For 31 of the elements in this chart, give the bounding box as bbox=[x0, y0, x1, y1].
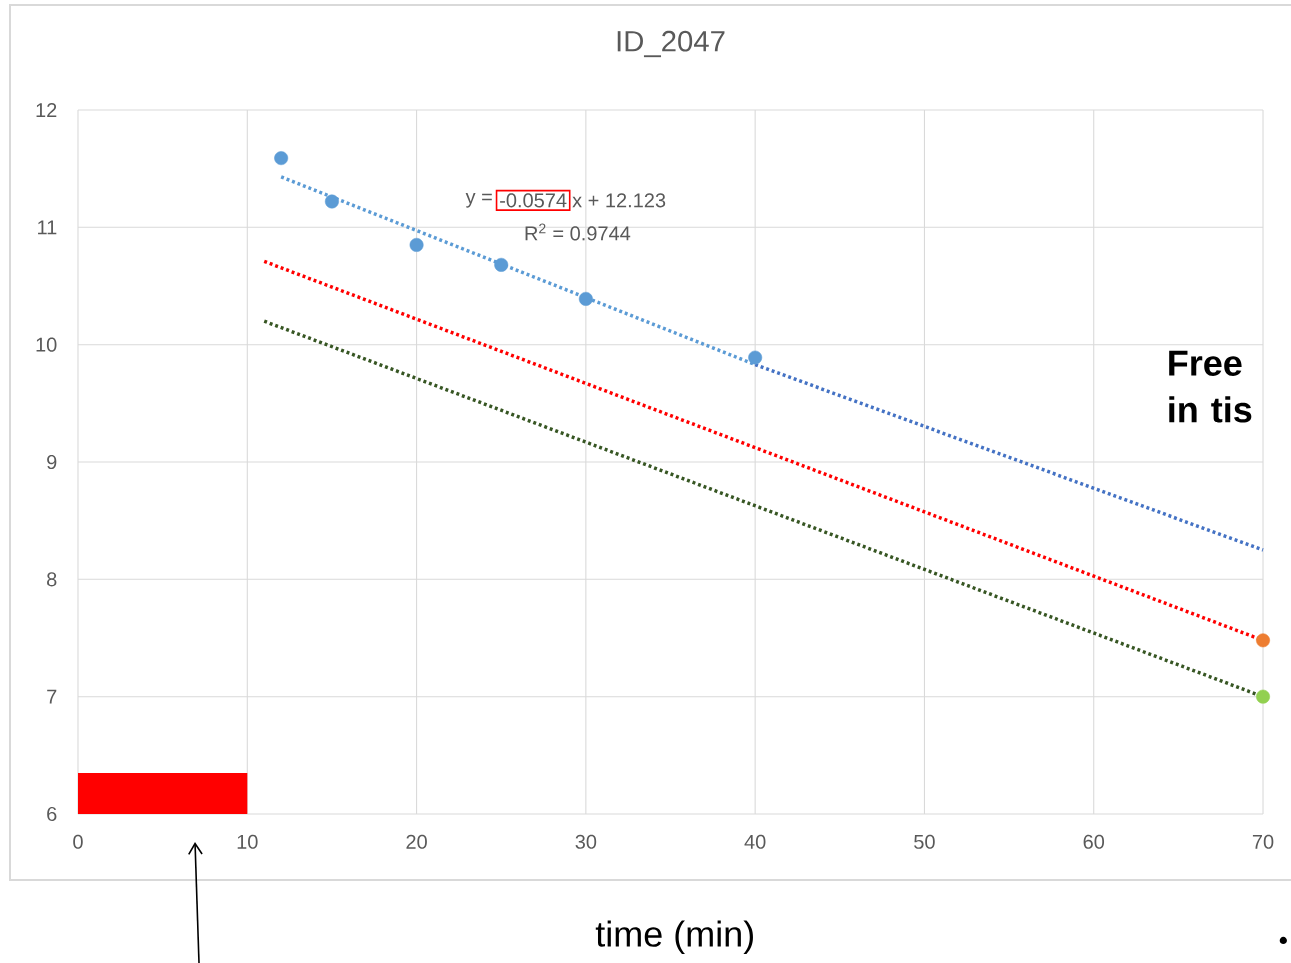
x-tick-label: 0 bbox=[73, 834, 83, 849]
point bbox=[578, 291, 593, 306]
point bbox=[1256, 689, 1270, 704]
x-tick-label: 70 bbox=[1252, 834, 1274, 849]
point bbox=[409, 238, 424, 252]
annotation: -0.0574 bbox=[500, 193, 567, 208]
y-tick-label: 6 bbox=[47, 806, 57, 822]
y-tick-label: 12 bbox=[36, 103, 57, 117]
text: • bbox=[1279, 936, 1287, 945]
y-tick-label: 10 bbox=[36, 337, 57, 352]
y-tick-label: 11 bbox=[38, 220, 57, 235]
x-axis-title: time (min) bbox=[595, 920, 753, 954]
x-tick-label: 30 bbox=[575, 834, 597, 849]
point bbox=[325, 194, 339, 209]
annotation: Free in tis bbox=[1169, 350, 1252, 423]
x-tick-label: 60 bbox=[1083, 834, 1105, 849]
x-tick-label: 40 bbox=[744, 834, 766, 849]
x-tick-label: 50 bbox=[914, 834, 935, 849]
y-tick-label: 8 bbox=[47, 572, 57, 587]
chart-title: ID_2047 bbox=[617, 30, 725, 58]
point bbox=[1256, 633, 1270, 648]
x-tick-label: 10 bbox=[237, 834, 258, 849]
annotation: R$^{2}$ = 0.9744 bbox=[525, 223, 631, 241]
x-tick-label: 20 bbox=[406, 834, 427, 849]
point bbox=[274, 151, 289, 166]
annotation: y = bbox=[465, 192, 492, 208]
point bbox=[494, 257, 509, 272]
y-tick-label: 7 bbox=[47, 689, 57, 704]
point bbox=[748, 350, 763, 365]
annotation: x + 12.123 bbox=[572, 193, 666, 208]
y-tick-label: 9 bbox=[47, 454, 57, 470]
